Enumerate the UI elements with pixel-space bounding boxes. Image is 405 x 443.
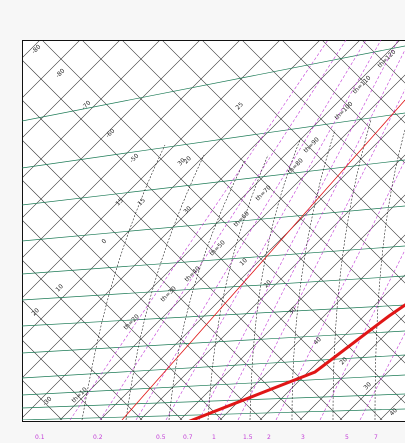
left-label: 15 (136, 197, 146, 207)
bottom-tick: 2 (267, 434, 271, 441)
top-label: th=70 (254, 184, 272, 202)
mix-label: 25 (234, 101, 244, 111)
mix-label: 30 (362, 381, 372, 391)
top-label: th=90 (302, 136, 320, 154)
left-label: 10 (54, 283, 64, 293)
left-labels: -80 -80 -70 -60 -50 30 15 0 10 20 -30 (30, 43, 186, 407)
mix-label: 30 (182, 205, 192, 215)
top-label: th=120 (376, 48, 397, 69)
top-label: th=110 (351, 74, 372, 95)
left-label: -30 (41, 395, 53, 407)
left-label: 20 (30, 307, 40, 317)
sounding-profile (188, 303, 405, 420)
bottom-tick: 1 (212, 434, 216, 441)
left-label: -80 (30, 43, 42, 55)
left-label: 0 (100, 238, 108, 246)
plot-frame (22, 40, 405, 422)
bottom-tick: 0.2 (93, 434, 103, 441)
mix-label: 10 (238, 257, 248, 267)
bottom-tick: 0.5 (156, 434, 166, 441)
plot-area (22, 40, 405, 420)
bottom-tick: 7 (374, 434, 378, 441)
bottom-tick: 1.5 (243, 434, 253, 441)
top-label: th=60 (232, 210, 250, 228)
mix-label: 40 (312, 336, 322, 346)
left-label: -60 (104, 127, 116, 139)
mix-label: 20 (338, 356, 348, 366)
mix-label: 30 (287, 306, 297, 316)
isobar-lines (22, 45, 405, 420)
top-label: th=30 (159, 285, 177, 303)
dry-adiabat-grid (22, 40, 405, 420)
mix-label: 20 (262, 279, 272, 289)
left-label: 30 (176, 157, 186, 167)
mixing-labels: 15 25 20 30 10 20 30 40 20 30 40 (114, 101, 398, 417)
isotherm-lines (22, 40, 405, 420)
mix-label: 15 (114, 197, 124, 207)
bottom-tick: 3 (301, 434, 305, 441)
bottom-tick: 0.1 (35, 434, 45, 441)
left-label: -50 (128, 152, 140, 164)
mix-label: 40 (388, 407, 398, 417)
bottom-tick: 5 (345, 434, 349, 441)
bottom-axis-ticks: 0.1 0.2 0.5 0.7 1 1.5 2 3 5 7 (35, 434, 378, 441)
left-label: -80 (54, 67, 66, 79)
bottom-tick: 0.7 (183, 434, 193, 441)
reference-line (121, 99, 405, 420)
top-label: th=50 (208, 239, 226, 257)
moist-adiabat-lines (81, 119, 405, 420)
mix-label: 20 (182, 155, 192, 165)
mixing-ratio-lines (69, 40, 405, 420)
top-label: th=10 (70, 386, 88, 404)
